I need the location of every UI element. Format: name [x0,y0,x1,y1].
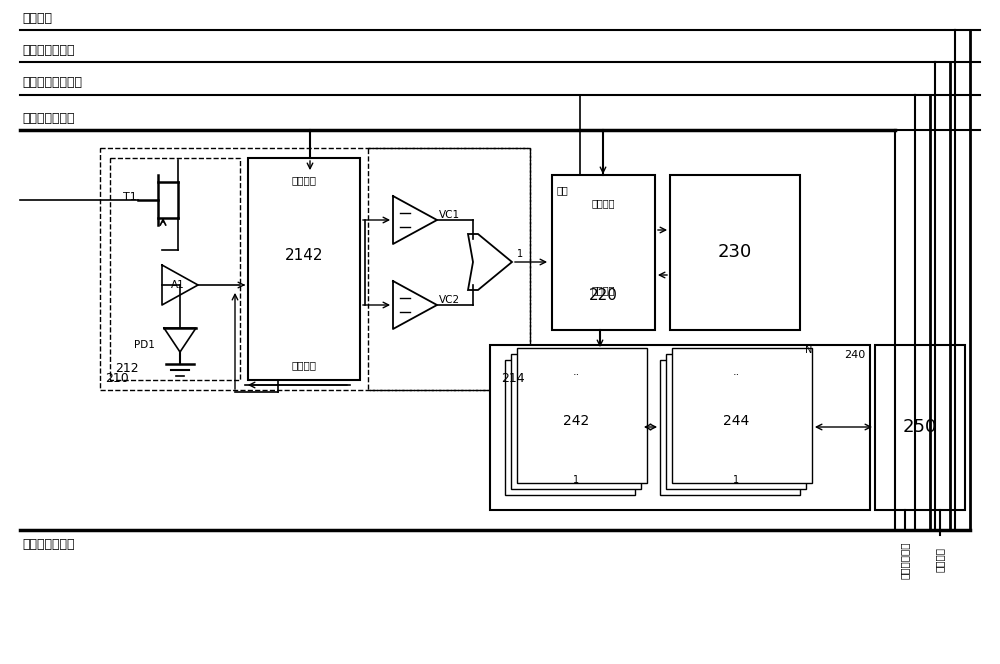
Text: 全局复位信号线: 全局复位信号线 [22,112,74,125]
Text: 本地复位: 本地复位 [591,285,615,295]
Bar [511,354,641,489]
Text: 2142: 2142 [285,248,323,262]
Text: 230: 230 [718,243,752,261]
Text: 置位: 置位 [557,185,569,195]
Bar [490,345,870,510]
Text: 244: 244 [723,414,749,428]
Text: 行选择线: 行选择线 [22,11,52,25]
Text: 读出选通信号线: 读出选通信号线 [22,44,74,56]
Text: ..: .. [732,367,740,377]
Bar [552,175,655,330]
Text: PD1: PD1 [134,340,155,350]
Text: 242: 242 [563,414,589,428]
Bar [670,175,800,330]
Text: 1: 1 [517,249,523,259]
Text: 1: 1 [733,475,739,485]
Text: 全局时间信号线: 全局时间信号线 [22,539,74,552]
Text: T1: T1 [123,192,137,202]
Bar [368,148,530,390]
Text: 全局复位: 全局复位 [591,198,615,208]
Polygon shape [162,265,198,305]
Text: 220: 220 [589,288,617,303]
Text: 1: 1 [573,475,579,485]
Polygon shape [468,234,512,290]
Text: 全局复位: 全局复位 [292,175,316,185]
Bar [110,158,240,380]
Text: VC1: VC1 [439,210,460,220]
Bar [666,354,806,489]
Text: 行事件复位信号线: 行事件复位信号线 [22,76,82,90]
Polygon shape [164,328,196,352]
Text: VC2: VC2 [439,295,460,305]
Bar [517,348,647,483]
Bar [100,148,530,390]
Text: 本地复位: 本地复位 [292,360,316,370]
Bar [660,360,800,495]
Text: 214: 214 [501,372,525,385]
Polygon shape [393,281,437,329]
Text: 读出地址总线: 读出地址总线 [900,541,910,579]
Text: 时钟总线: 时钟总线 [935,548,945,572]
Bar [505,360,635,495]
Text: 250: 250 [903,418,937,436]
Bar [672,348,812,483]
Bar [875,345,965,510]
Polygon shape [393,196,437,244]
Text: 212: 212 [115,362,139,375]
Text: N: N [805,345,812,355]
Text: 240: 240 [844,350,865,360]
Text: 210: 210 [105,372,129,385]
Text: A1: A1 [171,280,185,290]
Bar [248,158,360,380]
Text: ..: .. [572,367,580,377]
